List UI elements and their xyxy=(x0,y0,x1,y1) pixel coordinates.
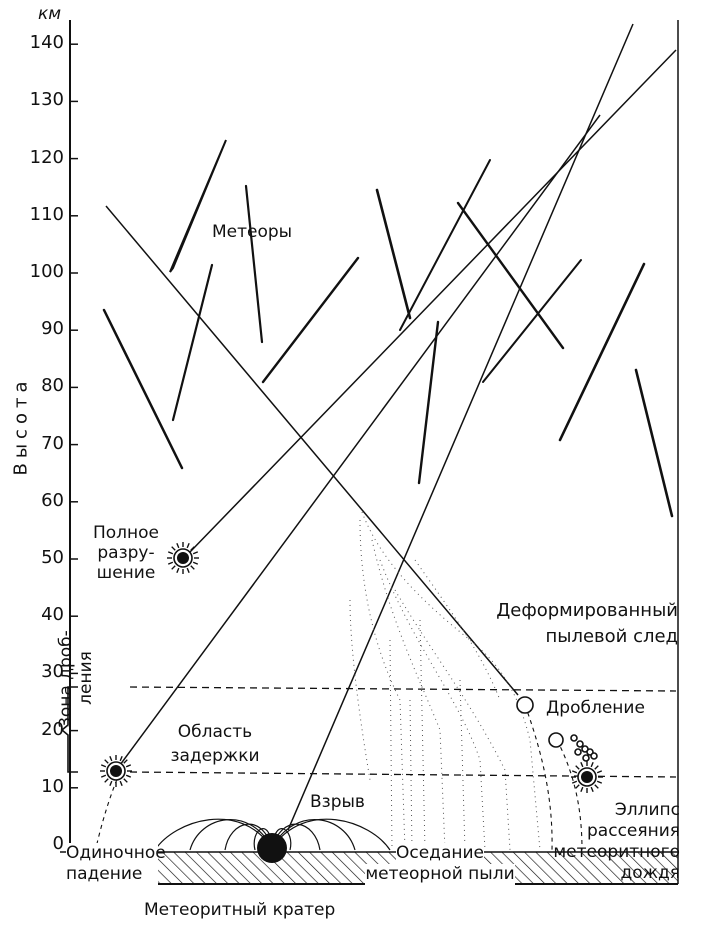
meteor-streak xyxy=(634,368,674,518)
meteor-streak xyxy=(456,201,565,350)
y-tick-label: 140 xyxy=(29,32,64,54)
label-single-fall: Одиночное падение xyxy=(66,843,166,885)
label-deformed-dust-trail: Деформированный пылевой след xyxy=(496,600,678,647)
trajectory-to-full-destruction xyxy=(189,49,677,553)
y-tick-label: 40 xyxy=(41,604,64,626)
fragment-dot xyxy=(590,752,598,760)
axis-title: Высота xyxy=(10,376,32,476)
deformed-dust-trail xyxy=(349,511,541,851)
fragment-dot xyxy=(576,740,584,748)
y-tick-label: 130 xyxy=(29,89,64,111)
meteor-streak xyxy=(169,139,227,273)
y-tick-label: 30 xyxy=(41,661,64,683)
y-tick-label: 120 xyxy=(29,146,64,168)
trajectory-to-single-fall xyxy=(119,114,601,766)
full-destruction-burst xyxy=(167,542,199,574)
y-tick-label: 60 xyxy=(41,489,64,511)
y-tick-label: 10 xyxy=(41,775,64,797)
markers xyxy=(100,542,603,863)
y-tick-label: 90 xyxy=(41,318,64,340)
label-dust-settling: Оседание метеорной пыли xyxy=(365,843,515,885)
single-fall-burst xyxy=(100,755,132,787)
meteor-streaks xyxy=(102,139,674,518)
label-crater: Метеоритный кратер xyxy=(144,900,336,920)
y-tick-label: 0 xyxy=(52,833,64,854)
y-tick-label: 80 xyxy=(41,375,64,397)
fragmentation-point xyxy=(516,696,534,714)
axis-unit: км xyxy=(38,4,62,24)
label-delay-region: Область задержки xyxy=(170,722,260,766)
meteor-streak xyxy=(261,256,360,384)
meteor-streak xyxy=(482,259,582,383)
y-tick-label: 110 xyxy=(29,203,64,225)
label-explosion: Взрыв xyxy=(310,792,365,812)
trajectory-to-fragmentation xyxy=(105,205,519,696)
meteor-trajectories xyxy=(105,23,677,831)
fragmentation-zone-bracket xyxy=(60,686,78,773)
label-meteors: Метеоры xyxy=(212,222,293,242)
meteor-streak xyxy=(417,320,440,485)
label-full-destruction: Полное разру- шение xyxy=(92,523,160,583)
fragment-dot xyxy=(570,734,578,742)
y-tick-label: 70 xyxy=(41,432,64,454)
meteor-streak xyxy=(399,159,491,331)
fragment-dot xyxy=(574,748,582,756)
meteor-streak xyxy=(244,184,264,344)
fragment-dot xyxy=(582,754,590,762)
fragmentation-top-line xyxy=(129,686,677,692)
trajectory-to-crater xyxy=(287,23,634,831)
y-tick-label: 50 xyxy=(41,547,64,568)
meteor-streak xyxy=(102,308,184,470)
meteor-streak xyxy=(375,188,412,320)
meteor-streak xyxy=(558,262,646,442)
meteor-streak xyxy=(171,263,214,422)
crater-impact xyxy=(257,833,287,863)
y-axis-ticks xyxy=(70,43,78,846)
y-tick-label: 20 xyxy=(41,718,64,740)
label-fragmentation: Дробление xyxy=(546,698,645,718)
label-fragmentation-zone: Зона дроб- ления xyxy=(56,630,96,728)
label-scatter-ellipse: Эллипс рассеяния метеоритного дождя xyxy=(553,800,680,883)
meteorite-shower-burst xyxy=(571,761,603,793)
y-tick-label: 100 xyxy=(29,261,64,282)
fragment-point xyxy=(548,732,564,748)
